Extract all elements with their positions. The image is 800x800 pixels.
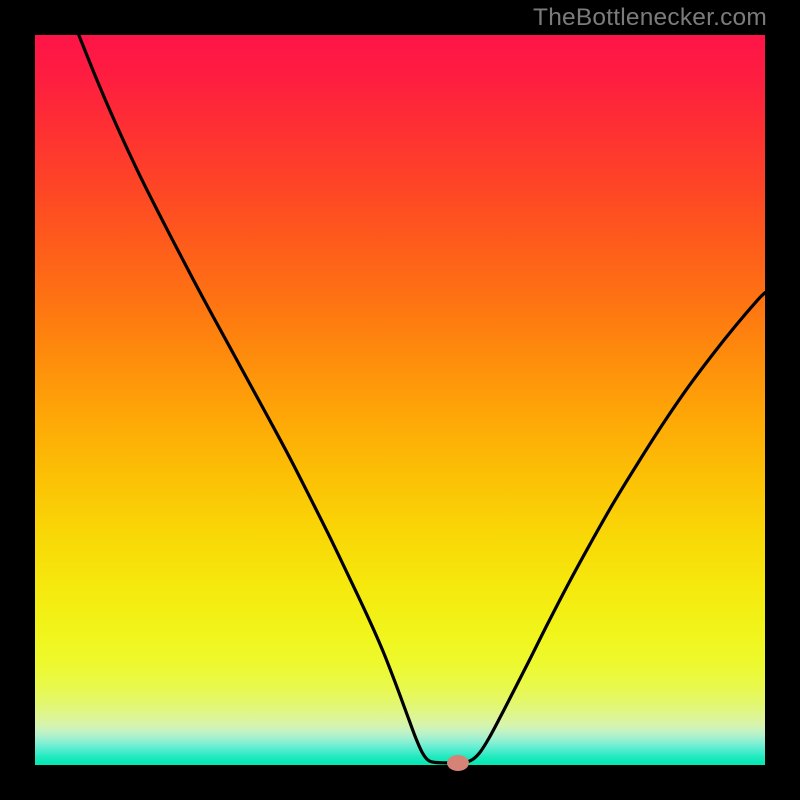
watermark-text: TheBottlenecker.com — [533, 4, 767, 32]
plot-background — [35, 35, 765, 765]
optimal-point-marker — [447, 755, 469, 771]
chart-svg — [0, 0, 800, 800]
chart-canvas: TheBottlenecker.com — [0, 0, 800, 800]
